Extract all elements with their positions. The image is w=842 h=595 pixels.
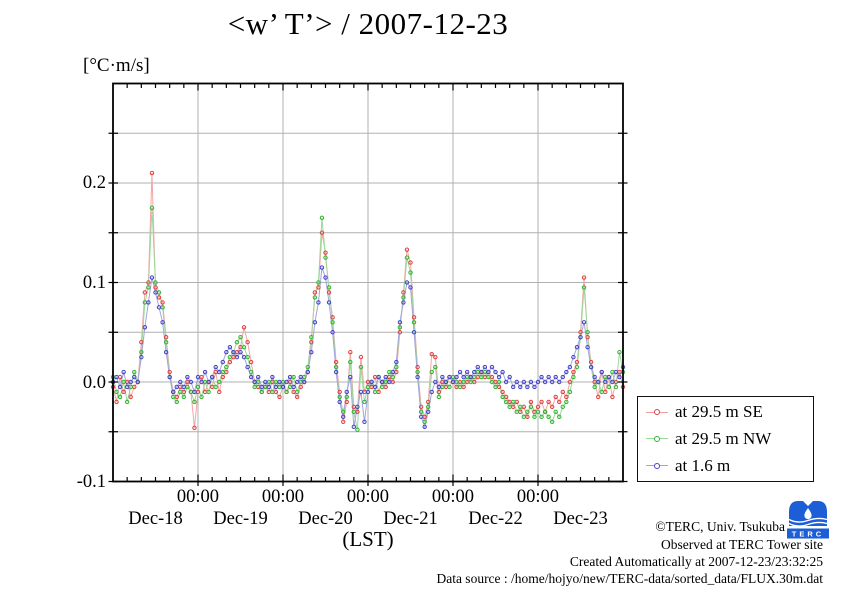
legend-item: at 29.5 m SE bbox=[646, 402, 813, 422]
terc-logo: TERC bbox=[786, 499, 830, 539]
data-source-path-text: Data source : /home/hojyo/new/TERC-data/… bbox=[436, 571, 823, 586]
series-blue-marker-icon bbox=[646, 461, 668, 470]
x-axis-label: (LST) bbox=[342, 527, 394, 551]
x-tick-time-label: 00:00 bbox=[346, 487, 390, 507]
x-day-label: Dec-18 bbox=[128, 509, 183, 529]
x-day-label: Dec-21 bbox=[383, 509, 438, 529]
copyright-text: ©TERC, Univ. Tsukuba bbox=[655, 519, 785, 534]
observed-site-text: Observed at TERC Tower site bbox=[660, 537, 823, 552]
created-timestamp-text: Created Automatically at 2007-12-23/23:3… bbox=[569, 554, 823, 569]
terc-logo-icon: TERC bbox=[787, 501, 829, 539]
y-tick-label: 0.2 bbox=[82, 173, 106, 193]
x-day-label: Dec-23 bbox=[553, 509, 608, 529]
legend-label: at 1.6 m bbox=[675, 455, 731, 475]
x-day-label: Dec-20 bbox=[298, 509, 353, 529]
y-tick-label: 0.1 bbox=[82, 273, 106, 293]
terc-logo-text: TERC bbox=[792, 530, 824, 539]
x-day-label: Dec-22 bbox=[468, 509, 523, 529]
legend-item: at 1.6 m bbox=[646, 456, 813, 476]
legend-label: at 29.5 m SE bbox=[675, 402, 763, 422]
chart-title: <w’ T’> / 2007-12-23 bbox=[227, 6, 509, 41]
x-tick-time-label: 00:00 bbox=[261, 487, 305, 507]
legend-item: at 29.5 m NW bbox=[646, 429, 813, 449]
x-tick-time-label: 00:00 bbox=[431, 487, 475, 507]
y-tick-label: 0.0 bbox=[82, 372, 106, 393]
legend-label: at 29.5 m NW bbox=[675, 428, 772, 448]
y-tick-label: -0.1 bbox=[76, 471, 106, 492]
x-day-label: Dec-19 bbox=[213, 509, 268, 529]
x-tick-time-label: 00:00 bbox=[176, 487, 220, 507]
x-tick-time-label: 00:00 bbox=[516, 487, 560, 507]
y-axis-unit-label: [°C·m/s] bbox=[83, 55, 150, 76]
series-green-marker-icon bbox=[646, 434, 668, 443]
legend: at 29.5 m SE at 29.5 m NW at 1.6 m bbox=[637, 396, 814, 482]
series-red-marker-icon bbox=[646, 408, 668, 417]
